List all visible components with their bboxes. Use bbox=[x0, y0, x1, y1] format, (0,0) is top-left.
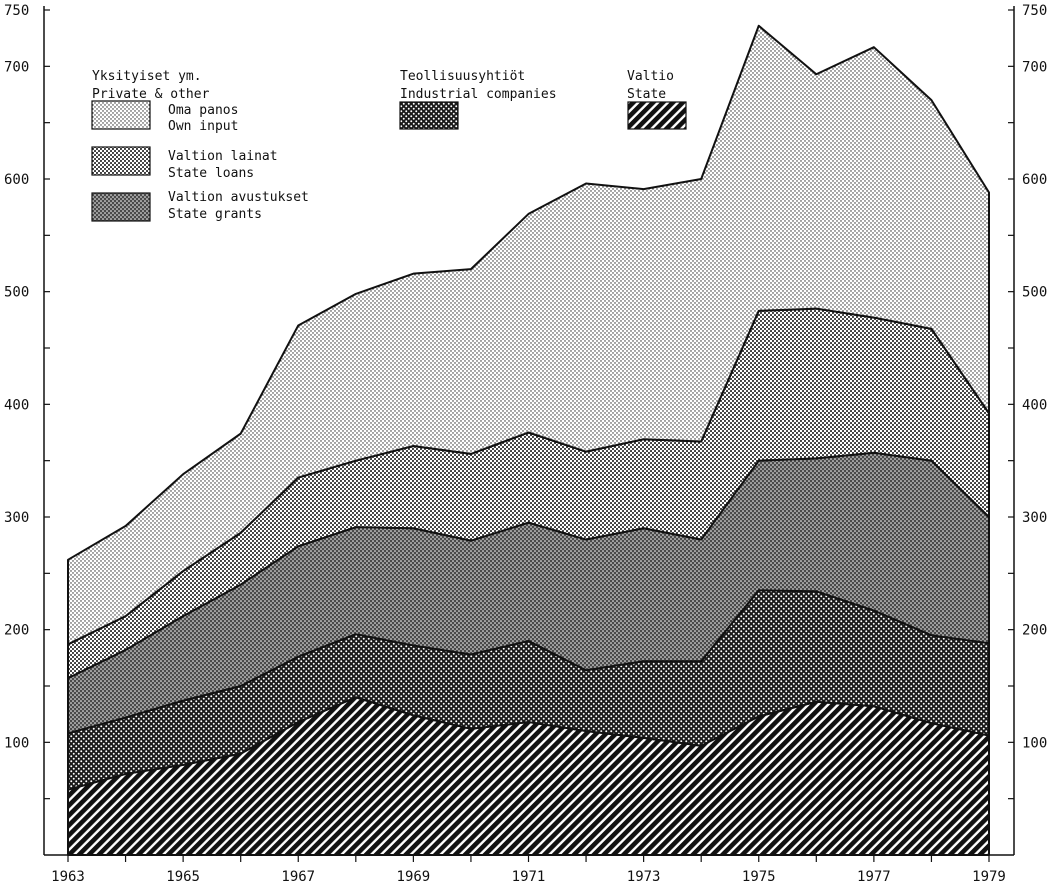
legend-label: Valtion lainat bbox=[168, 149, 278, 164]
area-layers bbox=[67, 24, 990, 856]
x-tick-label: 1973 bbox=[627, 869, 661, 885]
y-tick-label-left: 700 bbox=[4, 59, 29, 75]
y-tick-label-right: 100 bbox=[1022, 735, 1047, 751]
legend-group-title: Industrial companies bbox=[400, 87, 557, 102]
area-series-4 bbox=[67, 24, 990, 646]
x-tick-label: 1963 bbox=[51, 869, 85, 885]
y-tick-label-left: 200 bbox=[4, 623, 29, 639]
legend-group-title: State bbox=[627, 87, 666, 102]
y-tick-label-left: 750 bbox=[4, 3, 29, 19]
legend-label: Own input bbox=[168, 119, 238, 134]
legend-swatch-state-loans bbox=[91, 146, 151, 176]
x-tick-label: 1965 bbox=[166, 869, 200, 885]
legend-label: Oma panos bbox=[168, 103, 238, 118]
y-tick-label-right: 750 bbox=[1022, 3, 1047, 19]
legend-group-title: Yksityiset ym. bbox=[92, 69, 202, 84]
legend-swatch-industrial bbox=[399, 101, 459, 130]
legend-label: State grants bbox=[168, 207, 262, 222]
y-tick-label-right: 200 bbox=[1022, 623, 1047, 639]
axes: 100 100 200 200 300 300 400 400 500 500 600 600 700 7… bbox=[4, 3, 1047, 885]
y-tick-label-right: 400 bbox=[1022, 397, 1047, 413]
x-tick-label: 1975 bbox=[742, 869, 776, 885]
legend-group-title: Valtio bbox=[627, 69, 674, 84]
legend-swatch-own-input bbox=[91, 100, 151, 130]
y-tick-label-left: 600 bbox=[4, 172, 29, 188]
x-tick-label: 1979 bbox=[972, 869, 1006, 885]
x-tick-label: 1969 bbox=[397, 869, 431, 885]
legend-group-title: Private & other bbox=[92, 87, 210, 102]
y-tick-label-left: 300 bbox=[4, 510, 29, 526]
legend-label: Valtion avustukset bbox=[168, 190, 309, 205]
y-tick-label-right: 600 bbox=[1022, 172, 1047, 188]
legend-label: State loans bbox=[168, 166, 254, 181]
y-tick-label-right: 500 bbox=[1022, 285, 1047, 301]
y-tick-label-left: 400 bbox=[4, 397, 29, 413]
y-tick-label-right: 300 bbox=[1022, 510, 1047, 526]
legend-group-title: Teollisuusyhtiöt bbox=[400, 69, 525, 84]
legend: Yksityiset ym. Private & other Oma panos… bbox=[91, 69, 687, 222]
legend-swatch-state bbox=[627, 101, 687, 130]
x-tick-label: 1971 bbox=[512, 869, 546, 885]
x-tick-label: 1977 bbox=[857, 869, 891, 885]
x-tick-label: 1967 bbox=[281, 869, 315, 885]
legend-swatch-state-grants bbox=[91, 192, 151, 222]
y-tick-label-left: 500 bbox=[4, 285, 29, 301]
y-tick-label-right: 700 bbox=[1022, 59, 1047, 75]
y-tick-label-left: 100 bbox=[4, 735, 29, 751]
